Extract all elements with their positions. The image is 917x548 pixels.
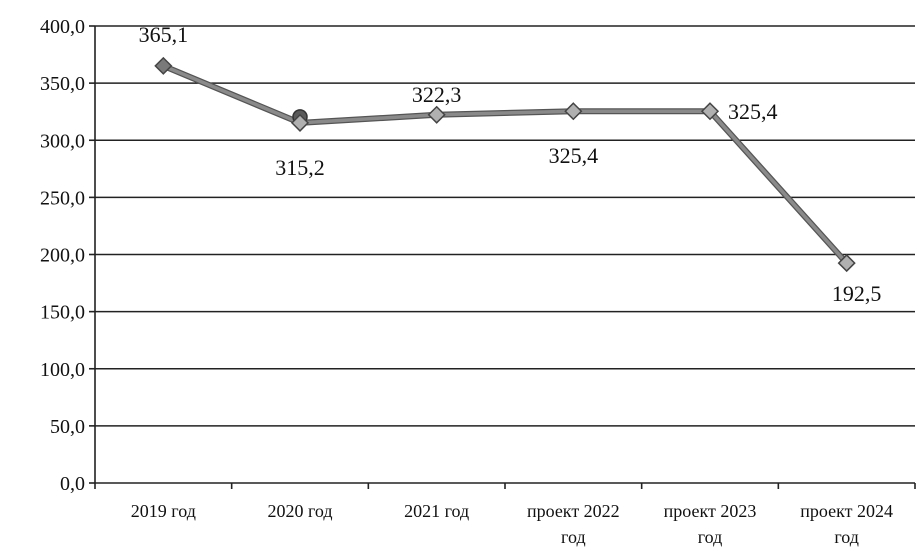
data-label: 192,5 bbox=[832, 281, 882, 306]
x-tick-label-line: год bbox=[561, 527, 586, 547]
x-tick-label-line: проект 2022 bbox=[527, 501, 620, 521]
series-line-shadow bbox=[162, 63, 849, 266]
x-tick-label: проект 2022 год bbox=[527, 501, 620, 547]
data-point-marker bbox=[290, 113, 310, 132]
y-tick-label: 200,0 bbox=[40, 245, 85, 267]
data-point-marker bbox=[427, 105, 446, 124]
y-tick-label: 300,0 bbox=[40, 130, 85, 152]
y-tick-label: 50,0 bbox=[50, 416, 85, 438]
x-tick-label: 2019 год bbox=[131, 501, 196, 521]
label-layer: 365,1 315,2 322,3 325,4 325,4 192,5 bbox=[139, 22, 882, 306]
y-tick-label: 0,0 bbox=[60, 473, 85, 495]
data-label: 325,4 bbox=[549, 143, 599, 168]
series-line bbox=[162, 64, 848, 265]
y-tick-label: 350,0 bbox=[40, 73, 85, 95]
y-tick-label: 400,0 bbox=[40, 16, 85, 38]
data-label: 325,4 bbox=[728, 99, 778, 124]
x-tick-label: проект 2023 год bbox=[664, 501, 757, 547]
x-tick-label: 2021 год bbox=[404, 501, 469, 521]
x-tick-label-line: 2020 год bbox=[267, 501, 332, 521]
grid-layer bbox=[95, 25, 915, 484]
x-tick-label-line: проект 2023 bbox=[664, 501, 757, 521]
data-point-marker bbox=[154, 56, 173, 75]
y-tick-label: 150,0 bbox=[40, 302, 85, 324]
data-label: 315,2 bbox=[275, 155, 325, 180]
y-tick-label: 100,0 bbox=[40, 359, 85, 381]
x-tick-label-line: проект 2024 bbox=[800, 501, 893, 521]
data-point-marker bbox=[564, 102, 583, 121]
data-point-marker bbox=[837, 254, 856, 273]
x-tick-label-line: 2019 год bbox=[131, 501, 196, 521]
axis-layer: 0,0 50,0 100,0 150,0 200,0 250,0 300,0 350,0 400… bbox=[40, 16, 916, 547]
x-tick-label-line: год bbox=[698, 527, 723, 547]
y-tick-label: 250,0 bbox=[40, 187, 85, 209]
series-layer bbox=[154, 56, 856, 273]
x-tick-label: 2020 год bbox=[267, 501, 332, 521]
data-point-marker bbox=[700, 102, 720, 121]
x-tick-label-line: 2021 год bbox=[404, 501, 469, 521]
x-tick-label-line: год bbox=[834, 527, 859, 547]
data-label: 365,1 bbox=[139, 22, 189, 47]
data-label: 322,3 bbox=[412, 82, 462, 107]
x-tick-label: проект 2024 год bbox=[800, 501, 893, 547]
